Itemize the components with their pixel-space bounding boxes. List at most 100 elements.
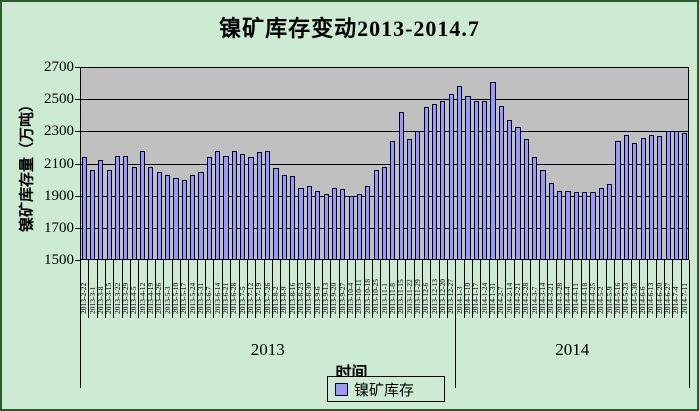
bar [89, 169, 96, 260]
bar [240, 153, 246, 260]
x-tick-line [663, 260, 665, 318]
bar [223, 155, 229, 260]
x-tick-line [205, 260, 207, 318]
bar [106, 169, 112, 260]
x-tick-line [346, 260, 348, 318]
x-tick-line [588, 260, 590, 318]
bar [315, 190, 321, 260]
bar [532, 157, 538, 260]
gridline [81, 99, 688, 101]
x-tick-label: 2013-11-15 [396, 279, 406, 314]
x-tick-line [530, 260, 532, 318]
year-separator-line [689, 260, 690, 388]
y-tick-mark [75, 227, 80, 229]
x-tick-line [88, 260, 90, 318]
bar [206, 157, 212, 260]
y-tick-label: 2500 [44, 91, 74, 108]
x-tick-line [447, 260, 449, 318]
bar [348, 195, 354, 260]
x-tick-line [221, 260, 223, 318]
x-tick-line [96, 260, 98, 318]
bar [390, 141, 396, 260]
x-tick-line [613, 260, 615, 318]
bar [298, 187, 304, 260]
bar [632, 142, 638, 260]
bar [373, 169, 379, 260]
y-tick-mark [75, 163, 80, 165]
bar [381, 166, 388, 260]
bar [98, 160, 104, 260]
bar [306, 186, 312, 260]
x-tick-line [547, 260, 549, 318]
x-tick-line [113, 260, 115, 318]
bar [507, 120, 513, 260]
x-tick-line [130, 260, 132, 318]
x-tick-line [488, 260, 490, 318]
bar [590, 192, 596, 260]
x-tick-line [472, 260, 474, 318]
bar [607, 184, 613, 260]
x-tick-line [563, 260, 565, 318]
year-label: 2013 [250, 340, 285, 359]
bar [290, 176, 296, 260]
x-tick-line [105, 260, 107, 318]
bar [431, 104, 438, 260]
bar [123, 155, 129, 260]
y-tick-mark [75, 67, 80, 68]
x-tick-line [288, 260, 290, 318]
bar [598, 187, 604, 260]
x-tick-line [280, 260, 282, 318]
x-tick-line [555, 260, 557, 318]
x-tick-line [271, 260, 273, 318]
bar [682, 132, 688, 260]
y-tick-label: 1500 [44, 252, 74, 268]
bar [331, 187, 338, 260]
bar [181, 179, 187, 260]
legend-label: 镍矿库存 [354, 382, 415, 399]
chart-title: 镍矿库存变动2013-2014.7 [219, 16, 480, 41]
bar [231, 150, 237, 260]
legend-box: 镍矿库存 [327, 376, 445, 402]
x-tick-line [672, 260, 674, 318]
x-tick-line [572, 260, 574, 318]
x-tick-label: 2013-3-15 [104, 282, 114, 314]
x-tick-line [463, 260, 465, 318]
bar [173, 178, 179, 260]
x-tick-line [246, 260, 248, 318]
x-tick-line [230, 260, 232, 318]
bar [440, 100, 446, 260]
bar [465, 96, 471, 261]
year-separator-line [80, 260, 81, 388]
bar [557, 190, 563, 260]
bar [139, 150, 146, 260]
bar [131, 166, 137, 260]
gridline [81, 131, 688, 133]
x-tick-line [513, 260, 515, 318]
bar [273, 168, 279, 260]
x-tick-line [422, 260, 424, 318]
bar [215, 150, 221, 260]
x-tick-line [622, 260, 624, 318]
year-label: 2014 [555, 340, 590, 359]
x-tick-line [338, 260, 340, 318]
y-tick-label: 2300 [44, 123, 74, 140]
x-tick-line [605, 260, 607, 318]
x-tick-line [438, 260, 440, 318]
legend-square-icon [335, 382, 348, 396]
x-tick-line [313, 260, 315, 318]
y-tick-mark [75, 131, 80, 133]
bar [165, 174, 171, 260]
bar [356, 194, 363, 260]
y-tick-label: 1900 [44, 187, 74, 204]
x-tick-label: 2013-10-25 [371, 279, 381, 314]
bar [198, 171, 204, 260]
x-tick-line [655, 260, 657, 318]
bar [498, 105, 504, 260]
bar [415, 131, 421, 260]
bar [582, 192, 588, 260]
x-tick-line [213, 260, 215, 318]
x-tick-label: 2014-7-11 [679, 283, 689, 314]
x-tick-line [480, 260, 482, 318]
bar [673, 131, 680, 260]
